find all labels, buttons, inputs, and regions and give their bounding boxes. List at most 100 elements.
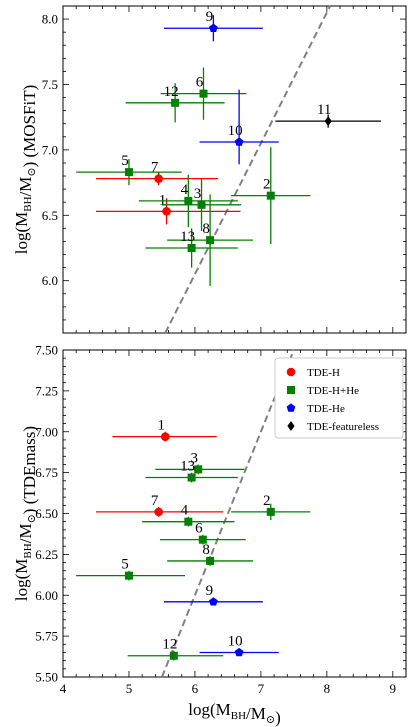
marker-square bbox=[124, 571, 133, 580]
data-point: 12 bbox=[127, 637, 224, 661]
marker-pentagon bbox=[234, 647, 244, 657]
data-point: 6 bbox=[159, 521, 246, 545]
y-tick-label: 6.00 bbox=[35, 588, 58, 603]
marker-square bbox=[197, 200, 206, 209]
marker-circle bbox=[162, 207, 171, 216]
marker-square bbox=[206, 236, 215, 245]
data-point: 2 bbox=[231, 147, 311, 245]
marker-pentagon bbox=[234, 137, 244, 146]
marker-square bbox=[198, 535, 207, 544]
data-point: 4 bbox=[138, 174, 238, 228]
x-tick-label: 9 bbox=[390, 681, 397, 696]
data-point: 1 bbox=[112, 418, 217, 442]
marker-square bbox=[199, 89, 208, 98]
series-tde-he: 9 10 bbox=[163, 9, 279, 165]
point-label: 13 bbox=[180, 229, 195, 245]
y-tick-label: 6.25 bbox=[35, 547, 58, 562]
marker-pentagon bbox=[209, 23, 218, 32]
legend-label: TDE-H+He bbox=[307, 385, 359, 397]
point-label: 9 bbox=[206, 583, 214, 599]
y-tick-label: 7.25 bbox=[35, 383, 58, 398]
point-label: 9 bbox=[206, 9, 214, 25]
point-label: 4 bbox=[181, 503, 189, 519]
point-label: 13 bbox=[180, 459, 195, 475]
point-label: 3 bbox=[194, 186, 202, 202]
point-label: 10 bbox=[228, 123, 243, 139]
data-point: 13 bbox=[145, 228, 238, 268]
point-label: 8 bbox=[202, 221, 210, 237]
data-point: 5 bbox=[76, 153, 182, 186]
legend-marker-diamond bbox=[287, 421, 295, 431]
marker-square bbox=[266, 507, 275, 516]
marker-square bbox=[171, 98, 180, 107]
legend-box bbox=[274, 357, 404, 439]
y-tick-label: 7.50 bbox=[35, 343, 58, 358]
point-label: 3 bbox=[190, 450, 198, 466]
point-label: 1 bbox=[157, 418, 165, 434]
point-label: 7 bbox=[151, 493, 159, 509]
legend-entry: TDE-featureless bbox=[287, 421, 379, 433]
data-point: 9 bbox=[163, 9, 263, 42]
data-point: 11 bbox=[275, 102, 381, 128]
point-label: 12 bbox=[162, 637, 177, 653]
y-tick-label: 5.75 bbox=[35, 629, 58, 644]
data-point: 13 bbox=[145, 459, 238, 483]
marker-square bbox=[206, 556, 215, 565]
series-tde-he: 9 10 bbox=[163, 583, 279, 657]
plot-frame bbox=[62, 5, 407, 334]
y-tick-label: 7.00 bbox=[35, 424, 58, 439]
data-point: 10 bbox=[199, 89, 279, 165]
y-tick-label: 6.75 bbox=[35, 465, 58, 480]
marker-square bbox=[194, 465, 203, 474]
reference-dashed-line bbox=[164, 5, 332, 334]
reference-dashed-line bbox=[161, 349, 295, 678]
series-tde-featureless: 11 bbox=[275, 102, 381, 128]
data-point: 9 bbox=[163, 583, 263, 606]
point-label: 6 bbox=[196, 75, 204, 91]
marker-circle bbox=[154, 174, 163, 183]
data-point: 5 bbox=[76, 557, 186, 581]
marker-circle bbox=[160, 432, 170, 441]
legend: TDE-H TDE-H+He TDE-He TDE-featureless bbox=[274, 357, 404, 439]
marker-diamond bbox=[324, 116, 332, 127]
x-axis-label: log(MBH/M⊙) bbox=[188, 700, 281, 727]
point-label: 5 bbox=[121, 557, 129, 573]
marker-square bbox=[184, 196, 193, 205]
data-point: 8 bbox=[167, 194, 253, 286]
point-label: 5 bbox=[121, 153, 129, 169]
y-tick-label: 6.0 bbox=[42, 273, 58, 288]
y-tick-label: 8.0 bbox=[42, 12, 58, 27]
legend-marker-pentagon bbox=[286, 403, 296, 412]
y-tick-label: 7.0 bbox=[42, 142, 58, 157]
legend-entry: TDE-He bbox=[286, 403, 345, 415]
point-label: 7 bbox=[151, 160, 159, 176]
series-tde-h: 17 bbox=[95, 418, 224, 517]
marker-circle bbox=[154, 507, 163, 517]
x-tick-label: 6 bbox=[192, 681, 199, 696]
legend-label: TDE-H bbox=[307, 367, 340, 379]
marker-square bbox=[187, 473, 196, 482]
marker-square bbox=[187, 243, 196, 252]
y-axis-label: log(MBH/M⊙) (TDEmass) bbox=[12, 426, 39, 601]
data-point: 3 bbox=[155, 450, 245, 475]
y-tick-label: 6.50 bbox=[35, 506, 58, 521]
marker-pentagon bbox=[209, 597, 218, 606]
data-point: 12 bbox=[125, 83, 225, 123]
point-label: 2 bbox=[263, 493, 271, 509]
legend-marker-circle bbox=[286, 367, 296, 377]
data-point: 3 bbox=[161, 178, 242, 231]
panel-bottom: 5.50 5.75 6.00 6.25 6.50 6.75 7.00 7.25 7.50 4 5 6 7… bbox=[12, 343, 407, 727]
data-point: 1 bbox=[95, 192, 241, 225]
y-tick-label: 7.5 bbox=[42, 77, 58, 92]
x-tick-label: 4 bbox=[60, 681, 67, 696]
data-point: 10 bbox=[199, 633, 279, 657]
data-point: 7 bbox=[95, 493, 224, 517]
point-label: 4 bbox=[181, 182, 189, 198]
legend-entry: TDE-H+He bbox=[287, 385, 359, 397]
marker-square bbox=[266, 191, 275, 200]
series-tde-h-he: 2 3 4 5 6 8 12 13 bbox=[76, 450, 311, 661]
data-point: 4 bbox=[142, 503, 235, 527]
y-tick-label: 5.50 bbox=[35, 670, 58, 685]
marker-square bbox=[124, 168, 133, 177]
